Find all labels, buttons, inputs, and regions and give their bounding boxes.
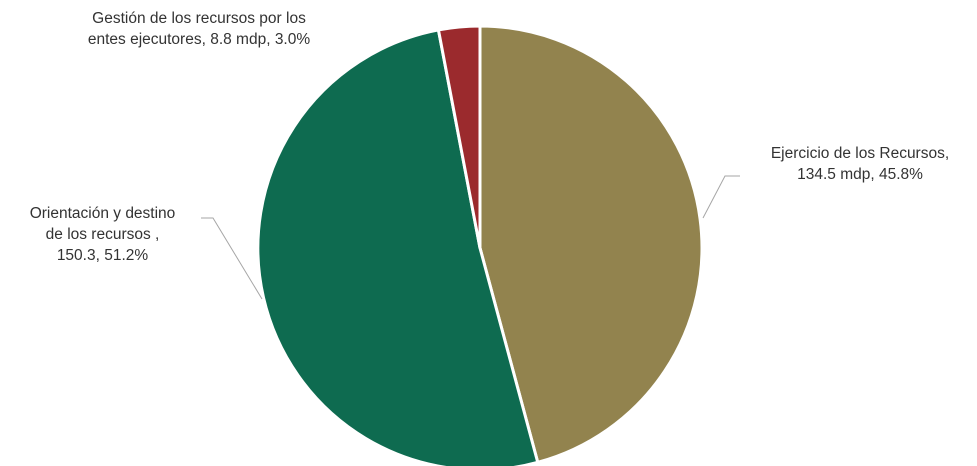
label-ejercicio-line-2: 134.5 mdp, 45.8% xyxy=(797,166,923,183)
label-orientacion: Orientación y destino de los recursos , … xyxy=(5,203,200,266)
leader-line-ejercicio xyxy=(702,175,740,219)
leader-lines xyxy=(201,175,740,300)
label-ejercicio-line-1: Ejercicio de los Recursos, xyxy=(770,145,950,162)
leader-line-orientacion xyxy=(201,217,263,300)
pie-slices xyxy=(256,24,704,466)
label-gestion-line-1: Gestión de los recursos por los xyxy=(92,10,306,27)
pie-slice-gestion xyxy=(436,24,482,250)
label-orientacion-line-3: 150.3, 51.2% xyxy=(56,247,149,264)
pie-slice-ejercicio xyxy=(478,24,704,464)
label-orientacion-line-1: Orientación y destino xyxy=(29,205,176,222)
label-ejercicio: Ejercicio de los Recursos, 134.5 mdp, 45… xyxy=(740,143,977,185)
label-orientacion-line-2: de los recursos , xyxy=(45,226,160,243)
label-gestion-line-2: entes ejecutores, 8.8 mdp, 3.0% xyxy=(87,31,311,48)
label-gestion: Gestión de los recursos por los entes ej… xyxy=(40,8,358,50)
